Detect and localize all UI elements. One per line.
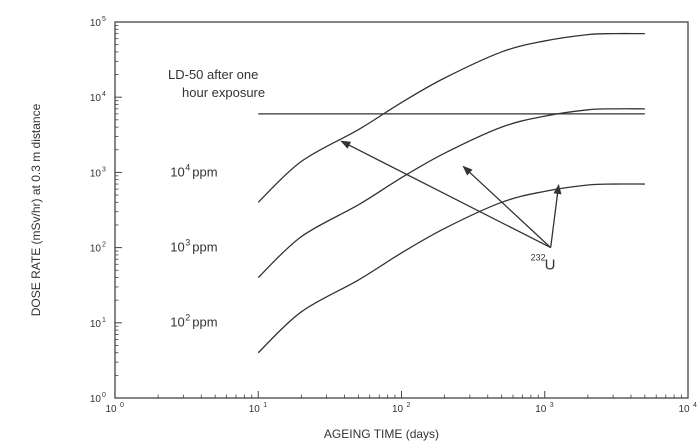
series-label-3: 10 [170, 315, 184, 330]
y-tick-label: 10 [90, 18, 102, 29]
series-label-unit-3: ppm [192, 315, 217, 330]
y-tick-label: 10 [90, 394, 102, 405]
y-tick-label-exponent: 0 [102, 392, 106, 399]
y-tick-label-exponent: 2 [102, 242, 106, 249]
series-label-unit-1: ppm [192, 164, 217, 179]
series-label-2: 10 [170, 240, 184, 255]
annotation-arrow-1 [340, 140, 551, 249]
series-label-exponent-2: 3 [185, 238, 190, 248]
y-tick-label: 10 [90, 93, 102, 104]
y-tick-label-exponent: 3 [102, 166, 106, 173]
x-tick-label-exponent: 4 [693, 402, 697, 409]
annotation-arrows [340, 140, 562, 249]
x-tick-label: 10 [105, 404, 117, 415]
series-label-exponent-3: 2 [185, 313, 190, 323]
annotation-arrow-2 [462, 165, 552, 249]
ld50-label-line-1: LD-50 after one [168, 67, 258, 82]
x-tick-label: 10 [249, 404, 261, 415]
y-tick-label-exponent: 5 [102, 16, 106, 23]
x-tick-label-exponent: 1 [263, 402, 267, 409]
x-tick-label-exponent: 0 [120, 402, 124, 409]
y-tick-label-exponent: 1 [102, 317, 106, 324]
x-tick-label: 10 [392, 404, 404, 415]
y-axis-label: DOSE RATE (mSv/hr) at 0.3 m distance [29, 103, 43, 316]
y-tick-label: 10 [90, 319, 102, 330]
x-tick-label: 10 [535, 404, 547, 415]
y-tick-label: 10 [90, 168, 102, 179]
y-tick-label-exponent: 4 [102, 91, 106, 98]
series-line-3 [257, 183, 645, 354]
series-label-unit-2: ppm [192, 240, 217, 255]
ld50-label-line-2: hour exposure [182, 85, 265, 100]
annotation-mass-number: 232 [531, 253, 546, 263]
x-tick-label: 10 [678, 404, 690, 415]
x-tick-label-exponent: 2 [407, 402, 411, 409]
x-axis-ticks [114, 391, 689, 398]
x-axis-tick-labels: 10 0 10 1 10 2 10 3 10 4 [105, 402, 697, 415]
x-axis-label: AGEING TIME (days) [324, 427, 439, 441]
series-line-2 [257, 108, 645, 278]
series-label-1: 10 [170, 164, 184, 179]
annotation-arrow-3 [550, 184, 562, 248]
y-axis-ticks [115, 21, 122, 399]
x-tick-label-exponent: 3 [550, 402, 554, 409]
series-label-exponent-1: 4 [185, 162, 190, 172]
series-lines [257, 32, 645, 354]
y-tick-label: 10 [90, 244, 102, 255]
series-line-1 [257, 32, 645, 203]
annotation-element: U [545, 257, 556, 274]
